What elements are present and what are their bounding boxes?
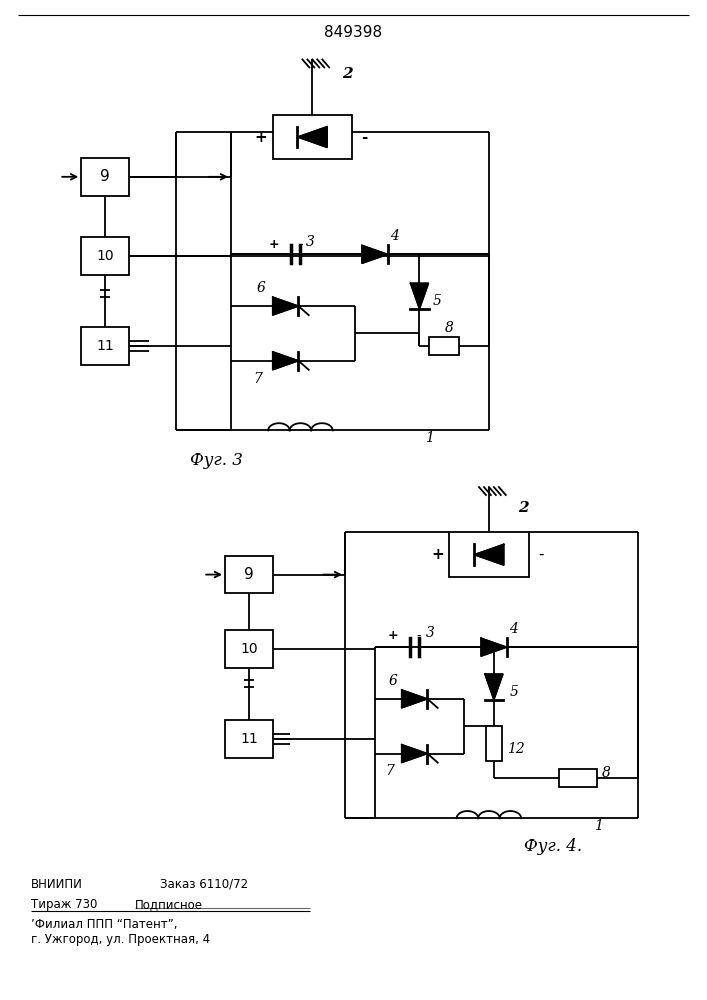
Text: 1: 1 xyxy=(594,819,602,833)
Text: +: + xyxy=(269,238,279,251)
Text: -: - xyxy=(416,629,421,642)
Text: 11: 11 xyxy=(96,339,114,353)
Text: Фуг. 3: Фуг. 3 xyxy=(189,452,243,469)
Text: 11: 11 xyxy=(240,732,258,746)
Text: 8: 8 xyxy=(445,321,454,335)
Polygon shape xyxy=(481,638,507,656)
Bar xyxy=(225,630,273,668)
Bar xyxy=(225,720,273,758)
Text: +: + xyxy=(255,130,267,145)
Polygon shape xyxy=(273,297,298,315)
Bar xyxy=(273,115,352,159)
Text: 9: 9 xyxy=(100,169,110,184)
Polygon shape xyxy=(474,544,504,565)
Bar xyxy=(81,327,129,365)
Text: 2: 2 xyxy=(518,501,529,515)
Text: -: - xyxy=(361,130,367,145)
Polygon shape xyxy=(298,127,327,147)
Text: +: + xyxy=(387,629,398,642)
Polygon shape xyxy=(273,352,298,370)
Bar xyxy=(486,726,502,761)
Text: 6: 6 xyxy=(388,674,397,688)
Text: 7: 7 xyxy=(253,372,262,386)
Text: 4: 4 xyxy=(509,622,518,636)
Text: -: - xyxy=(538,547,543,562)
Text: 9: 9 xyxy=(244,567,254,582)
Text: 10: 10 xyxy=(240,642,257,656)
Text: 6: 6 xyxy=(257,281,265,295)
Bar xyxy=(225,556,273,593)
Text: Фуг. 4.: Фуг. 4. xyxy=(525,838,583,855)
Polygon shape xyxy=(411,283,428,309)
Text: Тираж 730: Тираж 730 xyxy=(30,898,97,911)
Text: 5: 5 xyxy=(509,685,518,699)
Text: 7: 7 xyxy=(385,764,394,778)
Polygon shape xyxy=(362,245,387,263)
Polygon shape xyxy=(485,674,503,700)
Text: 3: 3 xyxy=(426,626,435,640)
Text: 10: 10 xyxy=(96,249,114,263)
Text: 5: 5 xyxy=(433,294,442,308)
Text: 2: 2 xyxy=(341,67,352,81)
Polygon shape xyxy=(402,745,428,763)
Bar xyxy=(429,337,459,355)
Text: 849398: 849398 xyxy=(324,25,382,40)
Text: г. Ужгород, ул. Проектная, 4: г. Ужгород, ул. Проектная, 4 xyxy=(30,933,210,946)
Text: 3: 3 xyxy=(306,235,315,249)
Bar xyxy=(81,158,129,196)
Bar xyxy=(559,769,597,787)
Text: 4: 4 xyxy=(390,229,399,243)
Bar xyxy=(449,532,529,577)
Text: ’Филиал ППП “Патент”,: ’Филиал ППП “Патент”, xyxy=(30,918,177,931)
Text: ВНИИПИ: ВНИИПИ xyxy=(30,878,83,891)
Text: +: + xyxy=(431,547,444,562)
Text: 1: 1 xyxy=(425,431,434,445)
Bar xyxy=(81,237,129,275)
Text: Заказ 6110/72: Заказ 6110/72 xyxy=(160,878,247,891)
Text: Подписное: Подписное xyxy=(135,898,203,911)
Text: 12: 12 xyxy=(507,742,525,756)
Text: -: - xyxy=(298,238,303,251)
Text: 8: 8 xyxy=(602,766,610,780)
Polygon shape xyxy=(402,690,428,708)
